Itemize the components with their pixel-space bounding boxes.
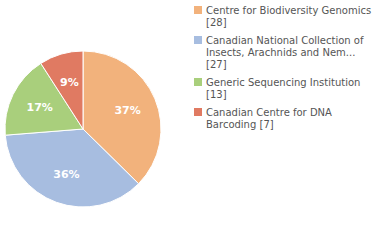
data-labels: 37% 36% 17% 9% bbox=[26, 76, 140, 181]
legend-item: Centre for Biodiversity Genomics[28] bbox=[194, 5, 371, 28]
legend-swatch bbox=[194, 36, 202, 44]
legend-item: Generic Sequencing Institution[13] bbox=[194, 77, 360, 100]
legend-label: Canadian National Collection ofInsects, … bbox=[206, 35, 364, 70]
legend-swatch bbox=[194, 108, 202, 116]
legend: Centre for Biodiversity Genomics[28] Cana… bbox=[194, 5, 371, 130]
legend-label-line: Insects, Arachnids and Nem... bbox=[206, 47, 355, 58]
legend-label-line: Canadian Centre for DNA bbox=[206, 107, 332, 118]
legend-label: Centre for Biodiversity Genomics[28] bbox=[206, 5, 371, 28]
legend-label-line: Canadian National Collection of bbox=[206, 35, 364, 46]
chart: 37% 36% 17% 9% Centre for Biodiversity Genom… bbox=[0, 0, 380, 240]
legend-swatch bbox=[194, 78, 202, 86]
pie-slice bbox=[5, 129, 138, 207]
legend-label-line: [13] bbox=[206, 89, 227, 100]
legend-label: Generic Sequencing Institution[13] bbox=[206, 77, 360, 100]
legend-label-line: Generic Sequencing Institution bbox=[206, 77, 360, 88]
data-label: 36% bbox=[53, 168, 79, 181]
data-label: 37% bbox=[114, 104, 140, 117]
data-label: 17% bbox=[26, 101, 52, 114]
data-label: 9% bbox=[60, 76, 79, 89]
legend-label-line: [27] bbox=[206, 59, 227, 70]
legend-label-line: [28] bbox=[206, 17, 227, 28]
legend-item: Canadian Centre for DNABarcoding [7] bbox=[194, 107, 332, 130]
legend-label: Canadian Centre for DNABarcoding [7] bbox=[206, 107, 332, 130]
legend-label-line: Barcoding [7] bbox=[206, 119, 274, 130]
pie-slice bbox=[41, 51, 83, 129]
legend-item: Canadian National Collection ofInsects, … bbox=[194, 35, 364, 70]
pie bbox=[5, 51, 161, 207]
legend-label-line: Centre for Biodiversity Genomics bbox=[206, 5, 371, 16]
legend-swatch bbox=[194, 6, 202, 14]
